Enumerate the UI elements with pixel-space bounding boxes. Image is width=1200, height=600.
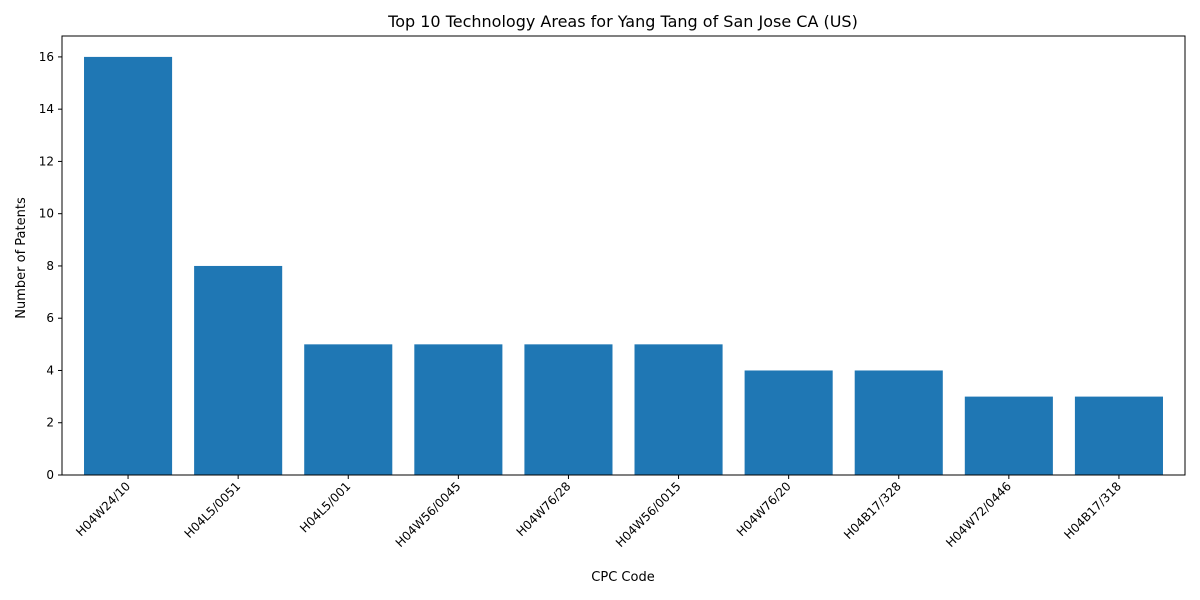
x-axis-label: CPC Code bbox=[591, 570, 654, 585]
bar-H04B17/328 bbox=[855, 370, 943, 475]
x-tick-label: H04W56/0045 bbox=[393, 479, 464, 550]
bar-H04W56/0015 bbox=[635, 344, 723, 475]
y-tick-label: 0 bbox=[46, 468, 54, 482]
bar-H04L5/001 bbox=[304, 344, 392, 475]
bar-H04W24/10 bbox=[84, 57, 172, 475]
bar-H04W76/20 bbox=[745, 370, 833, 475]
bar-H04W76/28 bbox=[524, 344, 612, 475]
chart-container: Top 10 Technology Areas for Yang Tang of… bbox=[0, 0, 1200, 600]
x-tick-label: H04W76/28 bbox=[514, 479, 574, 539]
x-tick-label: H04W24/10 bbox=[73, 479, 133, 539]
x-tick-label: H04L5/0051 bbox=[182, 479, 244, 541]
x-tick-label: H04W56/0015 bbox=[613, 479, 684, 550]
y-axis: 0 2 4 6 8 10 12 14 16 bbox=[39, 50, 62, 482]
x-tick-label: H04L5/001 bbox=[297, 479, 353, 535]
y-tick-label: 16 bbox=[39, 50, 54, 64]
bar-H04W72/0446 bbox=[965, 397, 1053, 475]
y-tick-label: 10 bbox=[39, 207, 54, 221]
y-tick-label: 2 bbox=[46, 416, 54, 430]
x-tick-label: H04B17/318 bbox=[1061, 479, 1124, 542]
y-axis-label: Number of Patents bbox=[14, 197, 29, 319]
bar-H04B17/318 bbox=[1075, 397, 1163, 475]
x-axis: H04W24/10 H04L5/0051 H04L5/001 H04W56/0045 H… bbox=[73, 475, 1124, 550]
bar-chart: Top 10 Technology Areas for Yang Tang of… bbox=[0, 0, 1200, 600]
bars-group bbox=[84, 57, 1163, 475]
x-tick-label: H04W76/20 bbox=[734, 479, 794, 539]
bar-H04L5/0051 bbox=[194, 266, 282, 475]
x-tick-label: H04B17/328 bbox=[841, 479, 904, 542]
y-tick-label: 14 bbox=[39, 102, 54, 116]
chart-title: Top 10 Technology Areas for Yang Tang of… bbox=[387, 12, 858, 31]
y-tick-label: 12 bbox=[39, 154, 54, 168]
bar-H04W56/0045 bbox=[414, 344, 502, 475]
y-tick-label: 4 bbox=[46, 363, 54, 377]
y-tick-label: 8 bbox=[46, 259, 54, 273]
y-tick-label: 6 bbox=[46, 311, 54, 325]
x-tick-label: H04W72/0446 bbox=[943, 479, 1014, 550]
